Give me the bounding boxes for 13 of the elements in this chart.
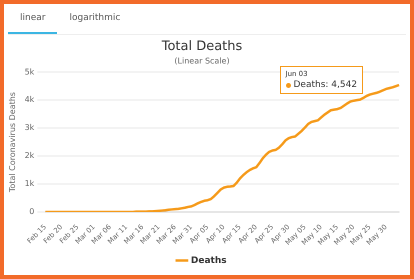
annotation: Deaths: 4,542	[294, 80, 358, 91]
y-tick-label: 5k	[24, 67, 35, 76]
y-tick-label: 3k	[24, 123, 35, 132]
y-tick-label: 2k	[24, 151, 35, 160]
chart-subtitle: (Linear Scale)	[174, 56, 230, 66]
y-tick-label: 0	[29, 207, 34, 216]
y-tick-label: 4k	[24, 95, 35, 104]
y-axis-title: Total Coronavirus Deaths	[8, 92, 17, 194]
y-tick-label: 1k	[24, 179, 35, 188]
legend-label: Deaths	[190, 256, 227, 266]
text: linear	[8, 4, 58, 34]
chart-title: Total Deaths	[160, 39, 243, 54]
text: logarithmic	[68, 12, 122, 25]
